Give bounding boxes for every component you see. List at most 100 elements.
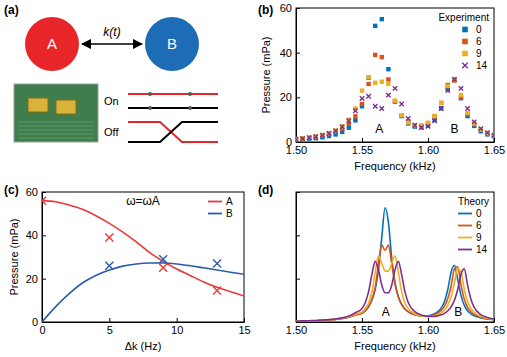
y-tick: 40: [26, 229, 46, 241]
data-point: [419, 125, 423, 129]
data-point: [353, 114, 357, 118]
legend-title: Experiment: [438, 12, 489, 23]
x-tick-mark: [109, 318, 110, 322]
relay: [56, 100, 76, 114]
y-tick: 20: [280, 91, 300, 103]
data-point: [307, 136, 311, 140]
data-point: [333, 129, 337, 133]
annotation: A: [382, 305, 390, 319]
y-tick-mark: [296, 8, 300, 9]
data-point: [353, 118, 357, 122]
y-axis-title: Pressure (mPa): [260, 36, 272, 113]
data-point: [406, 116, 410, 120]
data-point: [465, 111, 469, 115]
figure: (a)ABk(t)OnOff1.501.551.601.650204060(b)…: [0, 0, 507, 357]
data-point: [472, 120, 476, 124]
y-tick-label: 0: [32, 316, 38, 328]
x-axis-line: [297, 142, 495, 143]
data-point: [459, 93, 463, 97]
x-tick-mark: [244, 318, 245, 322]
data-point: [386, 77, 390, 81]
x-tick-mark: [177, 318, 178, 322]
data-point: [296, 138, 298, 142]
data-point: [492, 133, 494, 137]
diagram-panel: (a)ABk(t)OnOff: [4, 3, 218, 142]
y-axis: 0204060: [280, 2, 300, 148]
y-tick: [296, 322, 300, 323]
data-point: [386, 93, 390, 97]
series-line: [42, 201, 244, 296]
data-point: [159, 255, 167, 263]
plot-area: [296, 17, 494, 142]
data-point: [300, 137, 304, 141]
x-axis-line: [43, 322, 245, 323]
y-tick-mark: [42, 322, 46, 323]
data-point: [399, 102, 403, 106]
legend-label: 9: [476, 232, 482, 243]
data-point: [393, 99, 397, 103]
data-point: [452, 77, 456, 81]
data-point: [340, 124, 344, 128]
data-point: [492, 133, 494, 137]
wire-joint: [188, 106, 192, 110]
node-circle: [25, 17, 79, 71]
x-axis-line: [297, 322, 495, 323]
x-tick-label: 1.50: [286, 324, 307, 336]
wire-joint: [148, 106, 152, 110]
data-point: [479, 126, 483, 130]
annotation: B: [450, 122, 458, 136]
x-tick: 5: [107, 318, 113, 336]
y-tick-label: 20: [26, 273, 38, 285]
data-point: [446, 84, 450, 88]
data-point: [459, 86, 463, 90]
series-line: [296, 256, 494, 321]
data-point: [105, 234, 113, 242]
y-tick-label: 40: [26, 229, 38, 241]
legend-swatch: [208, 213, 222, 215]
x-tick: 1.60: [418, 138, 439, 156]
legend-label: 6: [476, 220, 482, 231]
y-axis-line: [296, 193, 297, 323]
y-tick-mark: [296, 192, 300, 193]
annotation: B: [454, 305, 462, 319]
data-point: [340, 125, 344, 129]
y-tick: [296, 279, 300, 280]
data-point: [413, 123, 417, 127]
data-point: [327, 132, 331, 136]
plot-frame: [42, 192, 244, 322]
board-trace: [18, 138, 94, 139]
annotation: ω=ωA: [126, 194, 160, 208]
legend-swatch: [458, 237, 472, 239]
x-tick-mark: [494, 138, 495, 142]
board-trace: [18, 134, 94, 135]
data-point: [485, 131, 489, 135]
wire: [128, 122, 218, 142]
x-tick-mark: [362, 318, 363, 322]
legend-label: B: [226, 208, 233, 219]
legend: Theory06914: [458, 196, 489, 255]
x-tick: 1.65: [484, 318, 505, 336]
data-point: [105, 262, 113, 270]
y-tick-mark: [42, 279, 46, 280]
data-point: [432, 114, 436, 118]
data-point: [327, 131, 331, 135]
x-axis-title: Δk (Hz): [125, 340, 162, 352]
legend-label: 0: [476, 208, 482, 219]
y-tick-mark: [42, 192, 46, 193]
wire: [128, 107, 218, 109]
wire: [128, 122, 218, 142]
data-point: [327, 131, 331, 135]
data-point: [380, 17, 384, 21]
plot-area: [42, 197, 244, 322]
x-tick-label: 1.65: [484, 324, 505, 336]
data-point: [300, 136, 304, 140]
data-point: [380, 55, 384, 59]
series-line: [296, 261, 494, 321]
data-point: [446, 88, 450, 92]
legend-swatch: [208, 201, 222, 203]
legend-swatch: [458, 249, 472, 251]
x-axis-title: Frequency (kHz): [354, 340, 435, 352]
y-axis-title: Pressure (mPa): [8, 218, 20, 295]
data-point: [333, 128, 337, 132]
series-line: [42, 263, 244, 322]
